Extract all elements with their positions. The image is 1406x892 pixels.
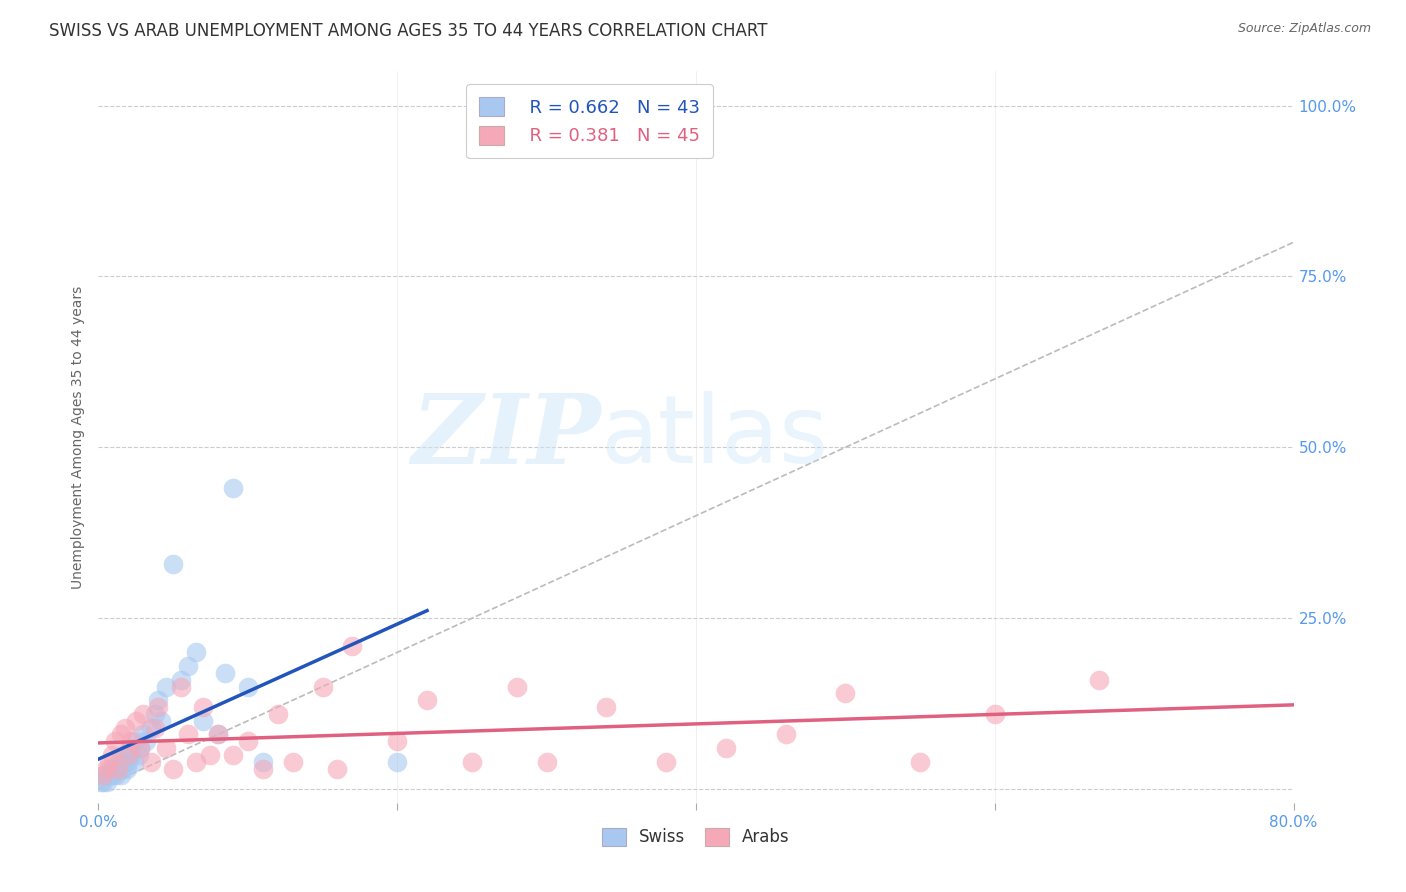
Point <box>342 639 364 653</box>
Point <box>595 700 617 714</box>
Point <box>207 727 229 741</box>
Point <box>222 747 245 762</box>
Point <box>169 680 191 694</box>
Point <box>148 693 170 707</box>
Point <box>536 755 558 769</box>
Point <box>385 734 409 748</box>
Legend: Swiss, Arabs: Swiss, Arabs <box>596 821 796 853</box>
Point <box>385 755 409 769</box>
Point <box>125 714 148 728</box>
Point <box>184 645 207 659</box>
Point <box>200 747 222 762</box>
Point <box>143 706 166 721</box>
Point <box>267 706 290 721</box>
Point <box>252 762 274 776</box>
Point <box>416 693 439 707</box>
Point <box>143 721 166 735</box>
Point <box>984 706 1007 721</box>
Point <box>94 762 117 776</box>
Point <box>114 755 136 769</box>
Point <box>124 755 146 769</box>
Point <box>98 762 122 776</box>
Point <box>252 755 274 769</box>
Point <box>91 775 114 789</box>
Point <box>236 734 259 748</box>
Point <box>117 755 139 769</box>
Point <box>162 762 184 776</box>
Point <box>129 741 152 756</box>
Point <box>775 727 797 741</box>
Point <box>105 768 128 782</box>
Point <box>91 768 114 782</box>
Point <box>129 741 152 756</box>
Point <box>184 755 207 769</box>
Point <box>94 768 117 782</box>
Point <box>150 714 173 728</box>
Point <box>120 747 142 762</box>
Point <box>111 762 134 776</box>
Point <box>714 741 737 756</box>
Point <box>132 727 155 741</box>
Point <box>110 768 132 782</box>
Point <box>222 481 245 495</box>
Point <box>139 755 162 769</box>
Point <box>97 768 120 782</box>
Point <box>97 755 120 769</box>
Point <box>104 762 127 776</box>
Text: Source: ZipAtlas.com: Source: ZipAtlas.com <box>1237 22 1371 36</box>
Point <box>101 762 124 776</box>
Point <box>112 747 135 762</box>
Point <box>177 659 200 673</box>
Text: ZIP: ZIP <box>411 390 600 484</box>
Point <box>155 741 177 756</box>
Point <box>96 775 118 789</box>
Point <box>148 700 170 714</box>
Point <box>155 680 177 694</box>
Point <box>108 755 131 769</box>
Y-axis label: Unemployment Among Ages 35 to 44 years: Unemployment Among Ages 35 to 44 years <box>72 285 86 589</box>
Point <box>207 727 229 741</box>
Point <box>177 727 200 741</box>
Point <box>104 734 127 748</box>
Point <box>132 706 155 721</box>
Point <box>461 755 484 769</box>
Point <box>90 775 112 789</box>
Point <box>115 762 138 776</box>
Point <box>191 714 214 728</box>
Point <box>214 665 236 680</box>
Point <box>834 686 856 700</box>
Point <box>107 762 129 776</box>
Point <box>135 734 157 748</box>
Point <box>125 734 148 748</box>
Point <box>311 680 333 694</box>
Point <box>103 768 125 782</box>
Point <box>107 762 129 776</box>
Point <box>908 755 931 769</box>
Point <box>169 673 191 687</box>
Text: SWISS VS ARAB UNEMPLOYMENT AMONG AGES 35 TO 44 YEARS CORRELATION CHART: SWISS VS ARAB UNEMPLOYMENT AMONG AGES 35… <box>49 22 768 40</box>
Point <box>101 747 124 762</box>
Point <box>655 755 678 769</box>
Point <box>120 734 142 748</box>
Point <box>118 741 141 756</box>
Point <box>117 747 139 762</box>
Point <box>236 680 259 694</box>
Point <box>1088 673 1111 687</box>
Point <box>128 747 150 762</box>
Text: atlas: atlas <box>600 391 828 483</box>
Point <box>281 755 304 769</box>
Point <box>162 557 184 571</box>
Point <box>191 700 214 714</box>
Point <box>110 727 132 741</box>
Point <box>93 768 115 782</box>
Point <box>506 680 529 694</box>
Point <box>114 721 136 735</box>
Point <box>139 721 162 735</box>
Point <box>326 762 349 776</box>
